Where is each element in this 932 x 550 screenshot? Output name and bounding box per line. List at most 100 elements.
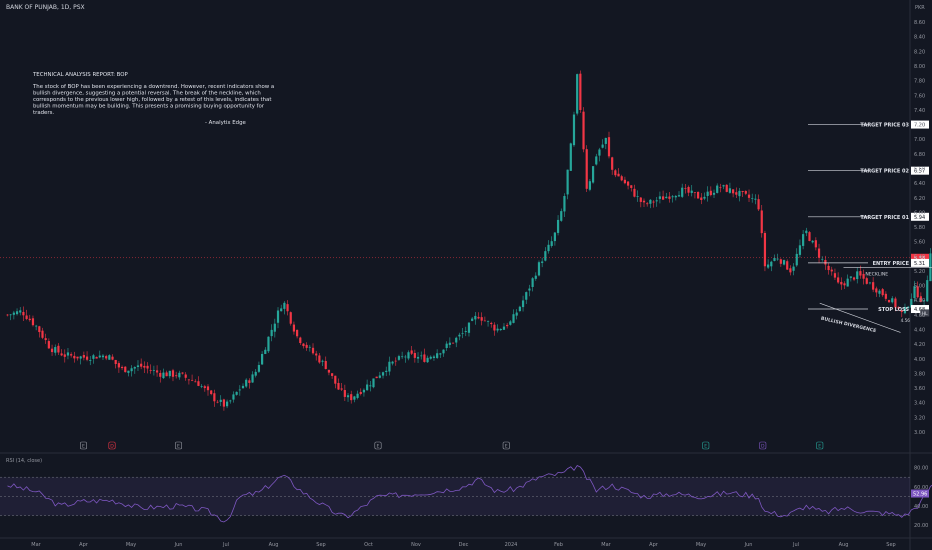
- candle-body: [143, 365, 146, 368]
- candle-body: [203, 386, 206, 389]
- candle-body: [490, 322, 493, 325]
- event-marker: [702, 441, 710, 450]
- month-tick-label: Sep: [316, 542, 325, 548]
- candle-body: [805, 230, 808, 234]
- candle-body: [572, 114, 576, 146]
- candle-body: [926, 280, 929, 302]
- candle-body: [222, 399, 226, 407]
- candle-body: [324, 360, 327, 370]
- candle-body: [881, 289, 884, 296]
- candle-body: [464, 331, 467, 332]
- month-tick-label: May: [696, 542, 706, 548]
- price-tick-label: 3.60: [914, 386, 925, 392]
- candle-body: [474, 315, 477, 320]
- candle-body: [280, 308, 283, 312]
- candle-body: [194, 381, 197, 383]
- candle-body: [257, 364, 261, 372]
- candle-body: [655, 200, 658, 202]
- candle-body: [773, 257, 776, 261]
- candle-body: [101, 355, 105, 358]
- level-tag: 5.94: [914, 215, 925, 221]
- price-tick-label: 7.00: [914, 137, 925, 143]
- candle-body: [544, 251, 547, 261]
- candle-body: [782, 260, 786, 265]
- candle-body: [152, 370, 155, 371]
- level-tag: 5.31: [914, 261, 925, 267]
- candle-body: [884, 293, 887, 299]
- candle-body: [566, 169, 569, 195]
- current-price-tag: 5.38: [914, 256, 925, 262]
- candle-body: [187, 379, 191, 381]
- candle-body: [35, 325, 38, 327]
- candle-body: [375, 376, 378, 379]
- rsi-band: [0, 477, 910, 516]
- level-tag-bg: [911, 258, 929, 267]
- level-label: TARGET PRICE 02: [860, 169, 909, 175]
- month-tick-label: Sep: [886, 542, 895, 548]
- event-marker-letter: D: [761, 444, 765, 450]
- candle-body: [480, 317, 483, 321]
- candle-body: [79, 356, 82, 359]
- candle-body: [509, 321, 512, 325]
- price-tick-label: 6.60: [914, 166, 925, 172]
- candle-body: [6, 314, 9, 316]
- note-line-3: corresponds to the previous lower high, …: [33, 97, 271, 103]
- candle-body: [907, 306, 910, 309]
- candle-body: [124, 366, 127, 373]
- candle-body: [849, 276, 852, 278]
- candle-body: [697, 191, 700, 199]
- month-tick-label: Jul: [792, 542, 799, 548]
- note-signature: - Analytix Edge: [205, 120, 247, 126]
- candle-body: [738, 190, 741, 197]
- price-tick-label: 4.20: [914, 342, 925, 348]
- candle-body: [315, 353, 318, 356]
- month-tick-label: Jul: [222, 542, 229, 548]
- candle-body: [674, 195, 677, 198]
- candle-body: [159, 372, 162, 377]
- candle-body: [712, 192, 716, 195]
- candle-body: [642, 200, 646, 203]
- month-tick-label: Apr: [649, 542, 659, 548]
- candle-body: [31, 318, 35, 326]
- candle-body: [741, 191, 744, 192]
- month-tick-label: Oct: [364, 542, 373, 548]
- level-tag: 6.57: [914, 169, 925, 175]
- candle-body: [922, 300, 926, 301]
- candle-body: [868, 282, 872, 284]
- rsi-tick-label: 60.00: [914, 485, 928, 491]
- candle-body: [837, 277, 840, 283]
- candle-body: [175, 375, 178, 377]
- candle-body: [50, 348, 54, 353]
- candle-body: [795, 253, 798, 266]
- candle-body: [254, 371, 257, 376]
- candle-body: [722, 185, 725, 187]
- candle-body: [553, 232, 556, 242]
- candle-body: [786, 261, 789, 270]
- candle-body: [442, 349, 445, 354]
- candle-body: [60, 353, 63, 356]
- candle-body: [171, 370, 175, 377]
- candle-body: [404, 356, 407, 358]
- candle-body: [776, 258, 779, 260]
- candle-body: [245, 379, 248, 387]
- candle-body: [372, 378, 375, 388]
- event-marker-letter: D: [110, 444, 114, 450]
- candle-body: [95, 356, 98, 359]
- candle-body: [652, 201, 655, 203]
- candle-body: [391, 361, 394, 364]
- candle-body: [241, 385, 245, 389]
- candle-body: [146, 365, 149, 369]
- candle-body: [66, 352, 70, 356]
- candle-body: [563, 196, 566, 212]
- candle-body: [604, 137, 607, 144]
- candle-body: [15, 311, 19, 315]
- month-tick-label: Apr: [79, 542, 89, 548]
- month-tick-label: Mar: [601, 542, 611, 548]
- event-marker: [175, 441, 183, 450]
- candle-body: [585, 149, 588, 189]
- month-tick-label: Nov: [411, 542, 421, 548]
- candle-body: [576, 74, 579, 114]
- price-tick-label: 5.60: [914, 240, 925, 246]
- candle-body: [865, 278, 868, 284]
